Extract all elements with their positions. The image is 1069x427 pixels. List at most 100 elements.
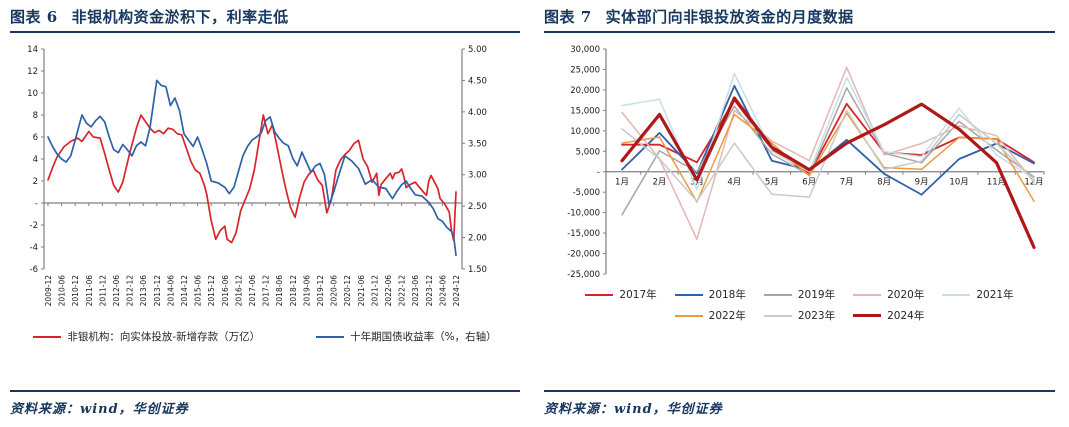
svg-text:2012-06: 2012-06 bbox=[112, 275, 121, 307]
svg-text:3.50: 3.50 bbox=[468, 139, 487, 149]
svg-text:4: 4 bbox=[33, 155, 38, 165]
svg-text:2017-06: 2017-06 bbox=[248, 275, 257, 307]
figure6-divider bbox=[10, 390, 520, 392]
svg-text:2019-12: 2019-12 bbox=[316, 275, 325, 307]
figure7-label: 图表 7 bbox=[544, 8, 592, 26]
svg-text:10月: 10月 bbox=[949, 178, 968, 188]
svg-text:5.00: 5.00 bbox=[468, 45, 487, 55]
figure6-source: 资料来源：wind，华创证券 bbox=[10, 402, 189, 417]
legend-item-2023年: 2023年 bbox=[763, 308, 836, 323]
left-axis-ticks: 14 12 10 8 6 4 2 - -2 -4 -6 bbox=[27, 45, 44, 275]
svg-text:2015-06: 2015-06 bbox=[194, 275, 203, 307]
svg-text:2013-06: 2013-06 bbox=[139, 275, 148, 307]
figure6-title: 非银机构资金淤积下，利率走低 bbox=[71, 8, 289, 26]
legend-swatch-icon bbox=[853, 314, 882, 317]
svg-text:4.50: 4.50 bbox=[468, 76, 487, 86]
series-line-2024年 bbox=[620, 96, 1036, 249]
svg-text:2020-12: 2020-12 bbox=[343, 275, 352, 307]
x-axis-ticks: 2009-12 2010-06 2010-12 2011-06 2011-12 2012-… bbox=[44, 203, 461, 306]
svg-text:10,000: 10,000 bbox=[570, 127, 600, 137]
svg-text:8月: 8月 bbox=[877, 178, 891, 188]
svg-text:2021-12: 2021-12 bbox=[370, 275, 379, 307]
figure6-header: 图表 6 非银机构资金淤积下，利率走低 bbox=[10, 6, 520, 33]
svg-text:30,000: 30,000 bbox=[570, 45, 600, 55]
svg-text:2022-06: 2022-06 bbox=[384, 275, 393, 307]
figure6-legend: 非银机构：向实体投放-新增存款（万亿） 十年期国债收益率（%，右轴） bbox=[10, 329, 520, 344]
svg-text:1.50: 1.50 bbox=[468, 265, 487, 275]
y-axis-ticks: 30,000 25,000 20,000 15,000 10,000 5,000 - -5,0… bbox=[567, 45, 606, 280]
svg-text:2024-06: 2024-06 bbox=[438, 275, 447, 307]
svg-text:2012-12: 2012-12 bbox=[126, 275, 135, 307]
figure7-panel: 图表 7 实体部门向非银投放资金的月度数据 30,000 25,000 20,000… bbox=[534, 0, 1069, 427]
legend-label: 2023年 bbox=[797, 310, 836, 322]
svg-text:5月: 5月 bbox=[765, 178, 779, 188]
svg-text:8: 8 bbox=[33, 111, 38, 121]
svg-text:2016-06: 2016-06 bbox=[221, 275, 230, 307]
legend-item-2019年: 2019年 bbox=[763, 287, 836, 302]
svg-text:11月: 11月 bbox=[987, 178, 1006, 188]
svg-text:-: - bbox=[597, 168, 600, 178]
svg-text:2010-06: 2010-06 bbox=[58, 275, 67, 307]
svg-text:-: - bbox=[35, 199, 38, 209]
legend-swatch-icon bbox=[763, 293, 792, 296]
svg-text:2013-12: 2013-12 bbox=[153, 275, 162, 307]
svg-text:2017-12: 2017-12 bbox=[262, 275, 271, 307]
legend-swatch-icon bbox=[853, 293, 882, 296]
legend-label: 2018年 bbox=[708, 289, 746, 301]
svg-text:2014-12: 2014-12 bbox=[180, 275, 189, 307]
svg-text:7月: 7月 bbox=[840, 178, 854, 188]
svg-text:2009-12: 2009-12 bbox=[44, 275, 53, 307]
svg-text:20,000: 20,000 bbox=[570, 86, 600, 96]
series-line-2022年 bbox=[621, 112, 1035, 203]
series-line-2021年 bbox=[621, 72, 1035, 191]
svg-text:2010-12: 2010-12 bbox=[71, 275, 80, 307]
svg-text:-20,000: -20,000 bbox=[567, 250, 600, 260]
svg-text:2014-06: 2014-06 bbox=[166, 275, 175, 307]
series-line-2023年 bbox=[621, 109, 1035, 202]
svg-text:-25,000: -25,000 bbox=[567, 270, 600, 280]
svg-text:6: 6 bbox=[33, 133, 38, 143]
figure7-source-block: 资料来源：wind，华创证券 bbox=[544, 390, 1055, 417]
svg-text:3.00: 3.00 bbox=[468, 171, 487, 181]
svg-text:2020-06: 2020-06 bbox=[330, 275, 339, 307]
svg-text:10: 10 bbox=[27, 89, 38, 99]
svg-text:2019-06: 2019-06 bbox=[302, 275, 311, 307]
legend-label: 2019年 bbox=[797, 289, 836, 301]
legend-swatch-icon bbox=[674, 293, 703, 296]
svg-text:2024-12: 2024-12 bbox=[452, 275, 461, 307]
figure6-panel: 图表 6 非银机构资金淤积下，利率走低 14 12 10 8 6 4 2 - -2 -4 -6 5.0… bbox=[0, 0, 534, 427]
figure7-divider bbox=[544, 390, 1055, 392]
legend-item-2022年: 2022年 bbox=[674, 308, 746, 323]
svg-text:14: 14 bbox=[27, 45, 38, 55]
legend-label: 2017年 bbox=[619, 289, 657, 301]
figure6-line-chart: 14 12 10 8 6 4 2 - -2 -4 -6 5.00 4.50 4.00 3.50 3.00 2.5… bbox=[27, 45, 487, 306]
svg-text:2015-12: 2015-12 bbox=[207, 275, 216, 307]
legend-item-2020年: 2020年 bbox=[853, 287, 924, 302]
svg-text:25,000: 25,000 bbox=[570, 65, 600, 75]
svg-text:12: 12 bbox=[27, 67, 38, 77]
svg-text:2016-12: 2016-12 bbox=[234, 275, 243, 307]
legend-item-1: 十年期国债收益率（%，右轴） bbox=[316, 329, 497, 344]
svg-text:2月: 2月 bbox=[652, 178, 666, 188]
svg-text:-4: -4 bbox=[30, 243, 38, 253]
svg-text:2018-06: 2018-06 bbox=[275, 275, 284, 307]
series-line-1 bbox=[47, 79, 457, 257]
figure6-label: 图表 6 bbox=[10, 8, 58, 26]
legend-swatch-icon bbox=[585, 293, 614, 296]
legend-label: 2021年 bbox=[976, 289, 1014, 301]
series-line-2020年 bbox=[621, 66, 1035, 240]
svg-text:-6: -6 bbox=[30, 265, 38, 275]
svg-text:4月: 4月 bbox=[727, 178, 741, 188]
svg-text:1月: 1月 bbox=[615, 178, 629, 188]
svg-text:2022-12: 2022-12 bbox=[398, 275, 407, 307]
svg-text:2018-12: 2018-12 bbox=[289, 275, 298, 307]
svg-text:2023-06: 2023-06 bbox=[411, 275, 420, 307]
figure7-legend: 2017年 2018年 2019年 2020年 2021年 2022年 2023年 2024年 bbox=[585, 287, 1015, 323]
svg-text:-10,000: -10,000 bbox=[567, 209, 600, 219]
legend-swatch-icon bbox=[33, 335, 62, 338]
legend-swatch-icon bbox=[942, 293, 971, 296]
legend-swatch-icon bbox=[763, 314, 792, 317]
svg-text:2: 2 bbox=[33, 177, 38, 187]
svg-text:3月: 3月 bbox=[690, 178, 704, 188]
legend-item-2024年: 2024年 bbox=[853, 308, 924, 323]
